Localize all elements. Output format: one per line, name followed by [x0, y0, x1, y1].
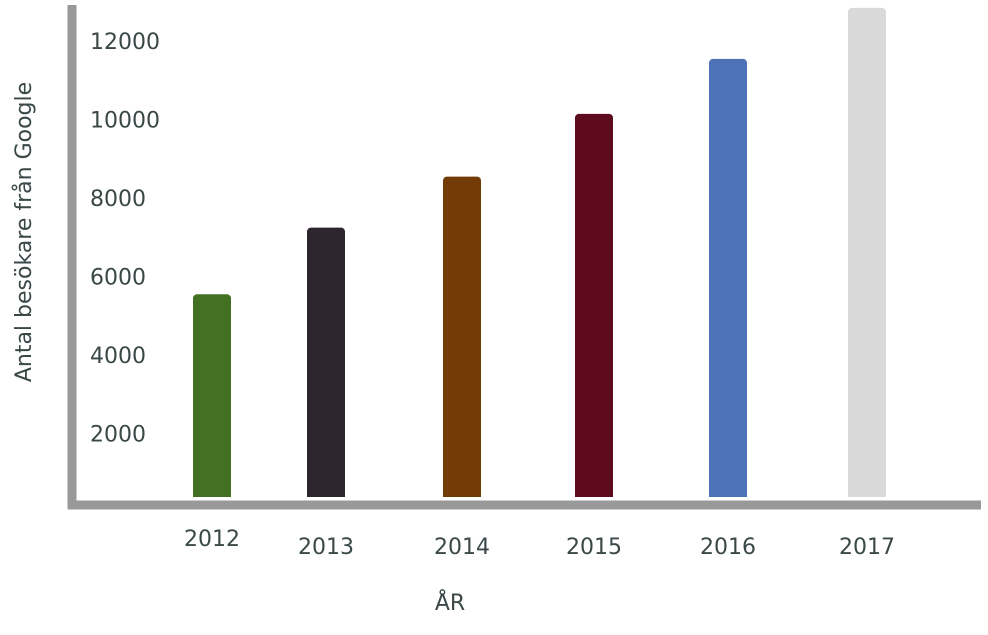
- x-tick-label: 2014: [434, 535, 490, 560]
- x-tick-label: 2012: [184, 527, 240, 552]
- bar: [443, 176, 481, 497]
- y-tick-label: 12000: [90, 30, 160, 55]
- y-tick-label: 6000: [90, 266, 146, 291]
- bar: [848, 7, 886, 497]
- y-tick-label: 10000: [90, 109, 160, 134]
- x-tick-label: 2017: [839, 535, 895, 560]
- bar: [575, 113, 613, 497]
- y-tick-label: 2000: [90, 423, 146, 448]
- bar: [193, 294, 231, 497]
- x-tick-label: 2013: [298, 535, 354, 560]
- y-axis-label: Antal besökare från Google: [11, 82, 37, 382]
- x-tick-label: 2015: [566, 535, 622, 560]
- y-tick-label: 4000: [90, 344, 146, 369]
- bar: [307, 227, 345, 497]
- bars: [193, 7, 886, 497]
- bar: [709, 58, 747, 497]
- x-axis-label: ÅR: [435, 589, 465, 616]
- x-tick-label: 2016: [700, 535, 756, 560]
- y-tick-label: 8000: [90, 187, 146, 212]
